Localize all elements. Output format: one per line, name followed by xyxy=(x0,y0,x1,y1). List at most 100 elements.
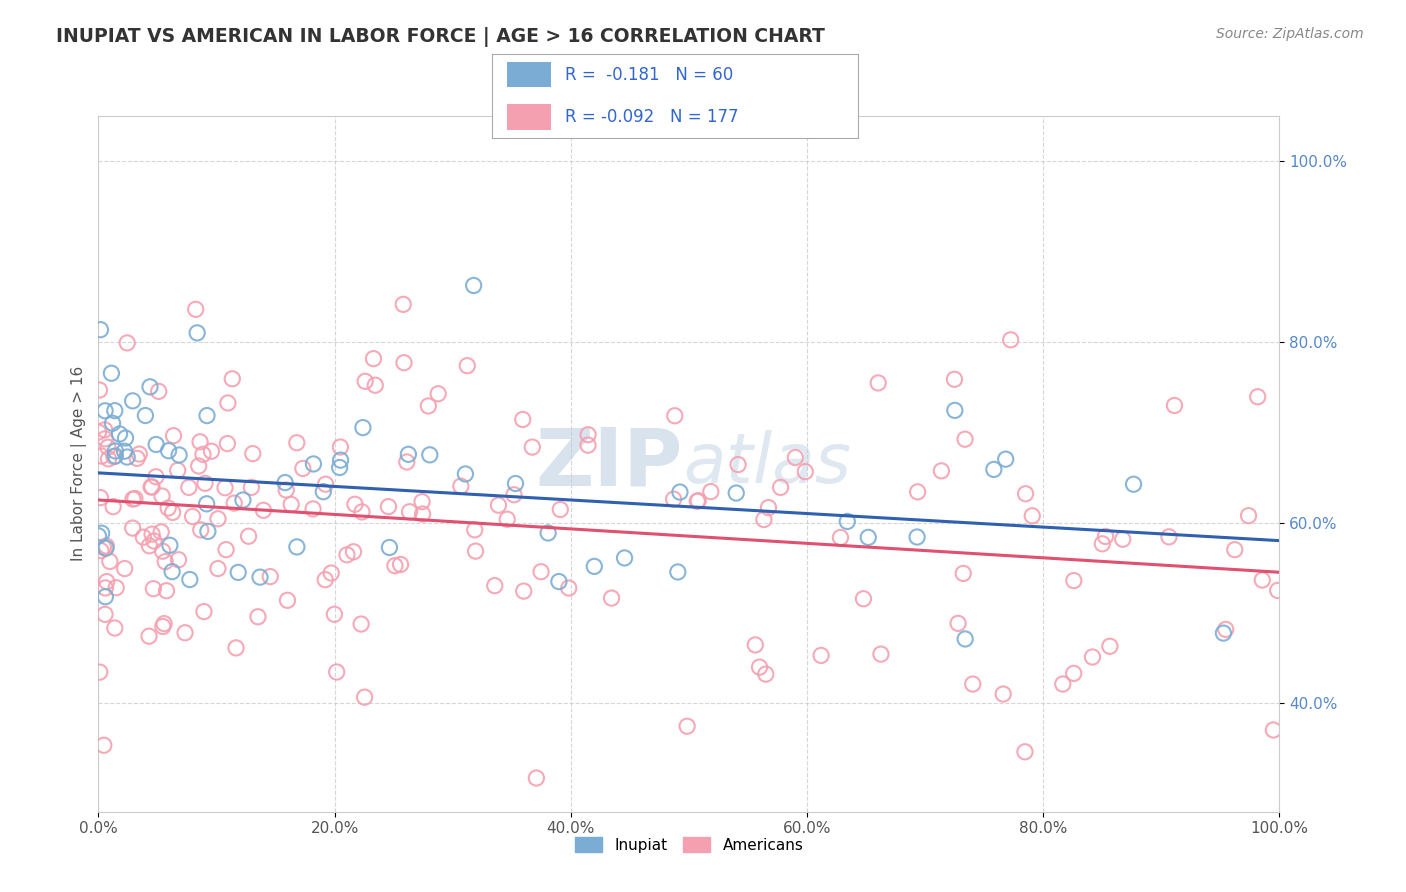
Point xyxy=(858,530,880,544)
Point xyxy=(148,384,170,399)
Point xyxy=(152,619,174,633)
Point xyxy=(700,484,723,499)
Point xyxy=(1247,390,1270,404)
Point xyxy=(688,493,710,508)
Point xyxy=(350,505,373,519)
Point xyxy=(488,498,510,512)
Bar xyxy=(506,62,551,87)
Point xyxy=(537,526,560,541)
Point xyxy=(943,403,966,417)
Point xyxy=(484,579,506,593)
Point xyxy=(249,570,271,584)
Point xyxy=(1223,542,1246,557)
Point xyxy=(392,356,415,370)
Text: INUPIAT VS AMERICAN IN LABOR FORCE | AGE > 16 CORRELATION CHART: INUPIAT VS AMERICAN IN LABOR FORCE | AGE… xyxy=(56,27,825,46)
Point xyxy=(96,539,118,553)
Point xyxy=(94,581,117,595)
Point xyxy=(758,500,780,515)
Point xyxy=(392,297,415,311)
Point xyxy=(1267,583,1289,598)
Point xyxy=(868,376,890,390)
Point xyxy=(1098,639,1121,653)
Point xyxy=(302,502,325,516)
Point xyxy=(342,545,364,559)
Point xyxy=(329,460,352,475)
Point xyxy=(576,438,599,452)
Point xyxy=(558,581,581,595)
Point xyxy=(90,449,112,463)
Point xyxy=(353,690,375,705)
Point xyxy=(89,383,111,397)
Point xyxy=(314,573,336,587)
Point xyxy=(108,427,131,442)
Point xyxy=(530,565,553,579)
Point xyxy=(378,541,401,555)
Point xyxy=(389,558,412,572)
Point xyxy=(226,566,249,580)
Point xyxy=(121,393,143,408)
Point xyxy=(464,544,486,558)
Point xyxy=(398,505,420,519)
Point xyxy=(1237,508,1260,523)
Point xyxy=(686,494,709,508)
Point xyxy=(139,480,162,494)
Point xyxy=(830,531,852,545)
Point xyxy=(350,617,373,632)
Point xyxy=(548,574,571,589)
Point xyxy=(1014,487,1036,501)
Point xyxy=(363,351,385,366)
Point xyxy=(238,529,260,543)
Point xyxy=(676,719,699,733)
Point xyxy=(90,543,112,558)
Point xyxy=(242,447,264,461)
Point xyxy=(905,530,928,544)
Point xyxy=(329,453,352,467)
Point xyxy=(214,481,236,495)
Point xyxy=(748,660,770,674)
Point xyxy=(97,440,120,454)
Point xyxy=(953,432,976,446)
Point xyxy=(276,593,298,607)
Point xyxy=(179,573,201,587)
Point xyxy=(155,583,177,598)
Point xyxy=(276,483,298,497)
Point xyxy=(89,323,111,337)
Point xyxy=(285,435,308,450)
Point xyxy=(291,461,314,475)
Point xyxy=(505,476,527,491)
Point xyxy=(325,665,347,679)
Point xyxy=(104,621,127,635)
Point xyxy=(931,464,953,478)
Point xyxy=(259,569,281,583)
Point xyxy=(666,565,689,579)
Point xyxy=(104,403,127,417)
Point xyxy=(207,512,229,526)
Point xyxy=(1063,666,1085,681)
Point xyxy=(1091,537,1114,551)
Point xyxy=(600,591,623,606)
Point xyxy=(1052,677,1074,691)
Point xyxy=(329,440,352,454)
Point xyxy=(114,561,136,575)
Point xyxy=(104,444,127,458)
Point xyxy=(315,477,337,491)
Point xyxy=(103,450,125,464)
Point xyxy=(785,450,807,465)
Text: R = -0.092   N = 177: R = -0.092 N = 177 xyxy=(565,108,738,126)
Point xyxy=(194,476,217,491)
Point xyxy=(155,555,177,569)
Point xyxy=(97,451,120,466)
Point xyxy=(810,648,832,663)
Point xyxy=(142,582,165,596)
Point xyxy=(94,590,117,604)
Point xyxy=(186,326,208,340)
Point xyxy=(105,581,128,595)
Point xyxy=(946,616,969,631)
Point xyxy=(150,489,173,503)
Point xyxy=(662,492,685,507)
Point xyxy=(725,486,748,500)
Point xyxy=(246,609,269,624)
Point xyxy=(450,479,472,493)
Point xyxy=(953,632,976,646)
Point xyxy=(1000,333,1022,347)
